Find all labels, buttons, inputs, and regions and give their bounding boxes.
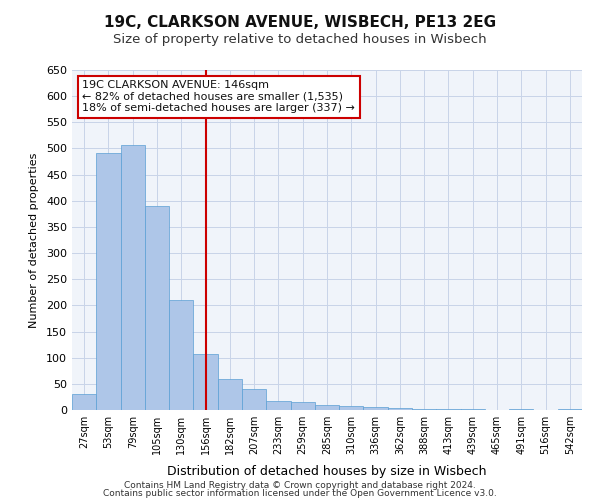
Text: 19C CLARKSON AVENUE: 146sqm
← 82% of detached houses are smaller (1,535)
18% of : 19C CLARKSON AVENUE: 146sqm ← 82% of det… [82,80,355,114]
Text: Contains public sector information licensed under the Open Government Licence v3: Contains public sector information licen… [103,488,497,498]
Bar [315,405,339,410]
Bar [412,409,436,410]
Bar [242,389,266,410]
Bar [290,402,315,410]
Bar [388,408,412,410]
Bar [121,145,145,410]
Bar [266,400,290,410]
Bar [339,406,364,410]
Bar [169,300,193,410]
Y-axis label: Number of detached properties: Number of detached properties [29,152,39,328]
Text: Size of property relative to detached houses in Wisbech: Size of property relative to detached ho… [113,32,487,46]
Text: Contains HM Land Registry data © Crown copyright and database right 2024.: Contains HM Land Registry data © Crown c… [124,481,476,490]
Bar [72,394,96,410]
Bar [193,354,218,410]
Text: 19C, CLARKSON AVENUE, WISBECH, PE13 2EG: 19C, CLARKSON AVENUE, WISBECH, PE13 2EG [104,15,496,30]
Bar [96,152,121,410]
Bar [218,378,242,410]
X-axis label: Distribution of detached houses by size in Wisbech: Distribution of detached houses by size … [167,466,487,478]
Bar [364,407,388,410]
Bar [145,206,169,410]
Bar [558,409,582,410]
